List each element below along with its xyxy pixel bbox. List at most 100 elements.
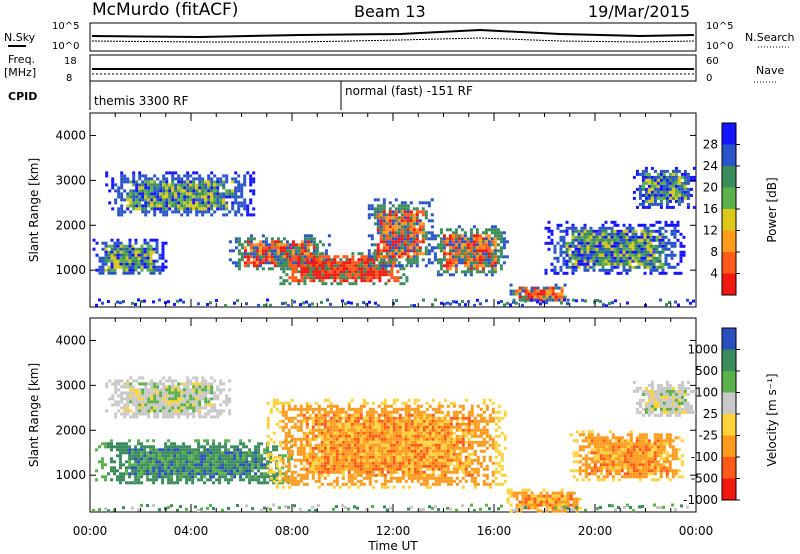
data-cell-band-5 (457, 258, 461, 262)
data-cell-band-6 (518, 289, 522, 293)
data-cell-band-1 (120, 195, 124, 199)
data-cell-band-2 (380, 482, 384, 486)
data-cell-band-1 (135, 391, 139, 395)
data-cell-band-2 (323, 431, 327, 435)
data-cell-band-4 (373, 198, 377, 202)
data-cell-band-7 (583, 247, 587, 251)
data-cell-band-1 (219, 412, 223, 416)
data-cell-band-2 (326, 398, 330, 402)
data-cell-band-2 (338, 452, 342, 456)
data-cell-band-2 (386, 461, 390, 465)
data-cell-band-1 (147, 388, 151, 392)
data-cell-band-2 (323, 422, 327, 426)
data-cell-band-1 (186, 415, 190, 419)
data-cell-band-5 (466, 252, 470, 256)
data-cell-band-1 (159, 388, 163, 392)
data-cell-band-3 (303, 270, 307, 274)
data-cell-band-2 (332, 485, 336, 489)
data-cell-band-2 (305, 404, 309, 408)
data-cell-band-0 (146, 475, 150, 479)
data-cell-band-0 (155, 451, 159, 455)
data-cell-band-0 (113, 268, 117, 272)
data-cell-band-7 (664, 262, 668, 266)
data-cell-band-1 (168, 198, 172, 202)
data-cell-band-1 (198, 388, 202, 392)
data-cell-band-0 (170, 463, 174, 467)
data-cell-band-0 (134, 247, 138, 251)
data-cell-band-4 (424, 246, 428, 250)
data-cell-band-7 (646, 229, 650, 233)
data-cell-band-7 (601, 244, 605, 248)
freq-bottom-tick: 8 (66, 73, 72, 84)
data-cell-band-1 (192, 192, 196, 196)
data-cell-ground (95, 303, 98, 307)
data-cell-band-1 (150, 192, 154, 196)
data-cell-band-5 (451, 261, 455, 265)
data-cell-band-1 (180, 213, 184, 217)
data-cell-band-2 (392, 401, 396, 405)
data-cell-band-1 (243, 177, 247, 181)
data-cell-ground (443, 302, 446, 306)
data-cell-band-2 (249, 237, 253, 241)
data-cell-band-0 (224, 439, 228, 443)
data-cell-band-7 (610, 253, 614, 257)
data-cell-band-2 (315, 246, 319, 250)
data-cell-band-7 (649, 235, 653, 239)
data-cell-band-3 (312, 261, 316, 265)
data-cell-band-2 (294, 243, 298, 247)
data-cell-band-7 (631, 256, 635, 260)
data-cell-band-7 (604, 238, 608, 242)
data-cell-band-0 (161, 466, 165, 470)
data-cell-band-2 (353, 461, 357, 465)
data-cell-band-2 (389, 458, 393, 462)
data-cell-band-0 (257, 469, 261, 473)
data-cell-band-0 (179, 448, 183, 452)
data-cell-band-2 (374, 461, 378, 465)
data-cell-band-2 (273, 258, 277, 262)
data-cell-band-3 (375, 255, 379, 259)
data-cell-band-7 (613, 253, 617, 257)
data-cell-band-0 (263, 478, 267, 482)
data-cell-band-2 (389, 479, 393, 483)
data-cell-band-1 (189, 394, 193, 398)
data-cell-band-1 (153, 394, 157, 398)
data-cell-band-0 (191, 469, 195, 473)
data-cell-band-1 (177, 406, 181, 410)
data-cell-band-0 (146, 454, 150, 458)
data-cell-band-2 (282, 246, 286, 250)
data-cell-ground (266, 298, 269, 302)
data-cell-band-3 (324, 255, 328, 259)
data-cell-band-8 (668, 196, 672, 200)
data-cell-band-4 (421, 222, 425, 226)
data-cell-band-8 (683, 187, 687, 191)
data-cell-band-1 (153, 391, 157, 395)
data-cell-band-1 (147, 183, 151, 187)
data-cell-band-2 (324, 258, 328, 262)
data-cell-band-1 (216, 412, 220, 416)
data-cell-band-5 (481, 243, 485, 247)
data-cell-band-0 (140, 253, 144, 257)
data-cell-band-8 (647, 178, 651, 182)
data-cell-band-1 (141, 403, 145, 407)
data-cell-band-3 (285, 273, 289, 277)
data-cell-band-1 (132, 391, 136, 395)
data-cell-band-4 (367, 216, 371, 220)
data-cell-band-0 (224, 472, 228, 476)
data-cell-band-0 (197, 472, 201, 476)
data-cell-band-0 (140, 448, 144, 452)
data-cell-band-2 (359, 413, 363, 417)
data-cell-ground (182, 300, 185, 304)
data-cell-band-2 (317, 446, 321, 450)
data-cell-band-7 (625, 229, 629, 233)
data-cell-band-0 (140, 460, 144, 464)
data-cell-band-3 (378, 270, 382, 274)
data-cell-band-2 (252, 258, 256, 262)
data-cell-band-6 (563, 283, 567, 287)
data-cell-band-4 (379, 264, 383, 268)
data-cell-band-2 (287, 476, 291, 480)
data-cell-band-0 (122, 265, 126, 269)
data-cell-band-1 (189, 210, 193, 214)
data-cell-band-2 (287, 428, 291, 432)
data-cell-band-2 (383, 482, 387, 486)
data-cell-band-5 (451, 249, 455, 253)
